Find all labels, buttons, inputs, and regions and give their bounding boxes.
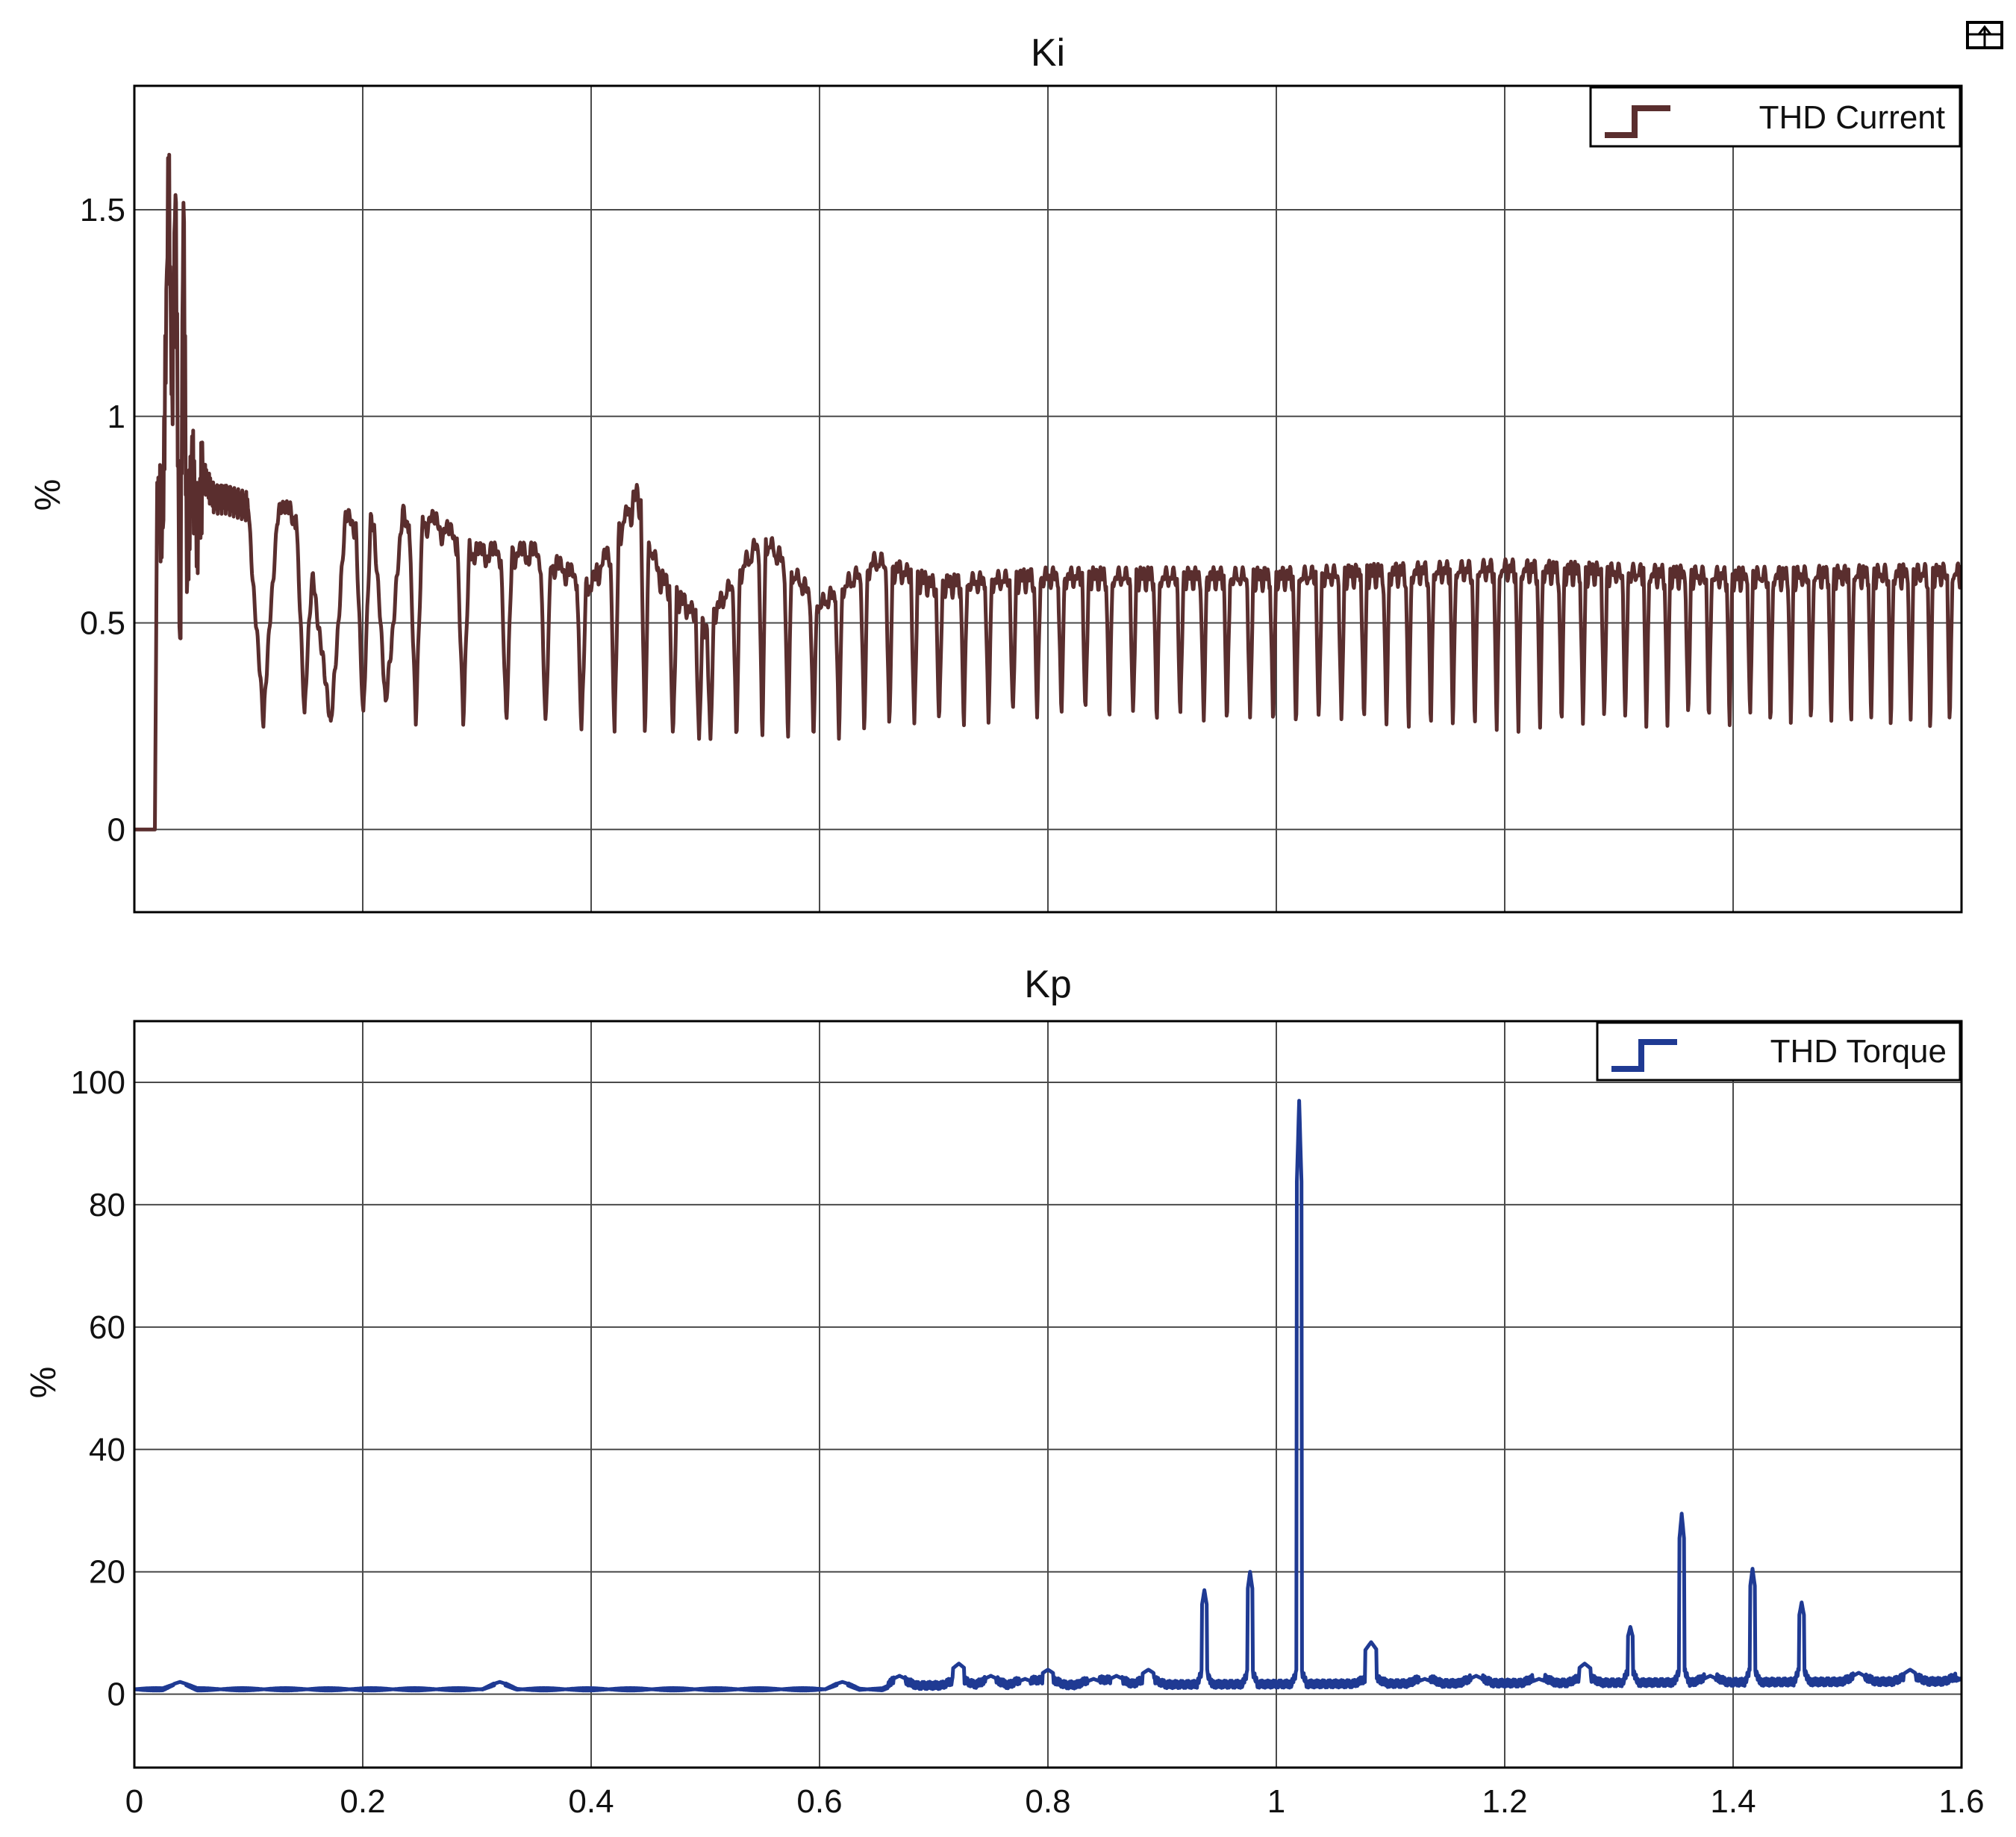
kp-y-tick-labels: 0 20 40 60 80 100	[71, 1064, 125, 1713]
kp-x-tick-label: 1.4	[1710, 1783, 1756, 1820]
ki-legend-swatch	[1605, 105, 1670, 138]
kp-x-tick-label: 1	[1267, 1783, 1285, 1820]
ki-legend: THD Current	[1589, 86, 1962, 148]
ki-y-tick-label: 1	[107, 399, 125, 435]
ki-grid	[134, 86, 1962, 912]
ki-legend-label: THD Current	[1759, 99, 1945, 136]
ki-title: Ki	[1031, 31, 1065, 75]
ki-y-tick-label: 0.5	[80, 605, 125, 642]
kp-x-tick-labels: 0 0.2 0.4 0.6 0.8 1 1.2 1.4 1.6	[125, 1783, 1985, 1820]
undock-arrow-icon[interactable]	[1966, 21, 2003, 49]
kp-x-tick-label: 0.2	[340, 1783, 385, 1820]
kp-y-tick-label: 0	[107, 1677, 125, 1713]
kp-y-axis-label: %	[24, 1367, 63, 1399]
kp-legend-label: THD Torque	[1770, 1033, 1947, 1070]
kp-x-tick-label: 1.6	[1938, 1783, 1984, 1820]
kp-series-group	[134, 1099, 1962, 1693]
kp-x-tick-label: 0.4	[568, 1783, 614, 1820]
kp-y-tick-label: 20	[89, 1554, 125, 1591]
kp-title: Kp	[1024, 963, 1072, 1006]
kp-plot-frame	[133, 1020, 1963, 1769]
ki-series-line	[134, 152, 1962, 832]
kp-x-tick-label: 1.2	[1482, 1783, 1527, 1820]
kp-grid	[134, 1021, 1962, 1768]
kp-x-tick-label: 0.8	[1025, 1783, 1070, 1820]
kp-y-tick-label: 100	[71, 1064, 125, 1101]
ki-series-group	[134, 152, 1962, 832]
kp-y-tick-label: 40	[89, 1432, 125, 1468]
kp-y-tick-label: 60	[89, 1309, 125, 1346]
kp-legend-swatch	[1611, 1039, 1677, 1072]
ki-y-tick-label: 0	[107, 811, 125, 848]
ki-panel: Ki 0 0.5 1 1.5 % THD Current	[28, 31, 1963, 914]
kp-series-line	[134, 1099, 1962, 1693]
kp-x-tick-label: 0	[125, 1783, 143, 1820]
ki-y-axis-label: %	[28, 479, 68, 511]
kp-x-tick-label: 0.6	[796, 1783, 842, 1820]
ki-plot-frame	[133, 84, 1963, 914]
ki-y-tick-label: 1.5	[80, 192, 125, 228]
ki-y-tick-labels: 0 0.5 1 1.5	[80, 192, 125, 848]
kp-legend: THD Torque	[1596, 1021, 1962, 1082]
kp-y-tick-label: 80	[89, 1187, 125, 1223]
